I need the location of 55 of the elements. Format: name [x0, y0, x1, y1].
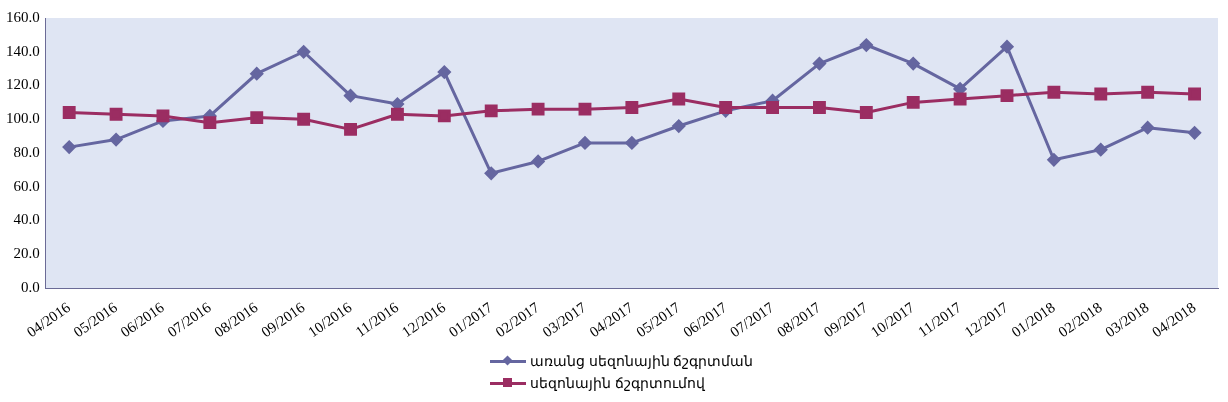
point	[250, 111, 264, 125]
point	[625, 101, 639, 114]
y-tick-label: 140.0	[6, 42, 40, 59]
point	[1094, 87, 1108, 101]
point	[672, 119, 686, 133]
point	[62, 106, 76, 119]
point	[578, 102, 592, 116]
point	[109, 133, 123, 147]
point	[812, 57, 826, 71]
point	[156, 109, 170, 123]
point	[437, 65, 451, 79]
point	[1188, 87, 1202, 101]
point	[906, 57, 920, 71]
point	[250, 67, 264, 81]
y-tick-label: 120.0	[6, 76, 40, 93]
legend-label: առանց սեզոնային ճշգրտման	[530, 352, 753, 370]
legend-label: սեզոնային ճշգրտումով	[530, 374, 705, 392]
y-tick-label: 160.0	[6, 8, 40, 25]
point	[484, 104, 498, 118]
y-tick-label: 80.0	[13, 143, 40, 160]
point	[1141, 121, 1155, 135]
point	[297, 112, 311, 126]
point	[625, 136, 639, 150]
point	[1047, 85, 1061, 99]
point	[906, 95, 920, 109]
y-tick-label: 0.0	[21, 278, 40, 295]
point	[1188, 126, 1202, 140]
point	[953, 92, 967, 106]
point	[344, 122, 357, 136]
point	[1094, 143, 1108, 157]
point	[203, 116, 217, 130]
point	[62, 140, 76, 154]
point	[531, 154, 545, 168]
point	[390, 107, 404, 121]
point	[484, 166, 498, 180]
point	[531, 102, 545, 116]
point	[766, 101, 779, 114]
point	[859, 106, 873, 119]
point	[1047, 153, 1061, 167]
point	[859, 38, 873, 52]
point	[297, 45, 311, 59]
y-tick-label: 20.0	[13, 245, 40, 262]
point	[1000, 40, 1014, 54]
point	[719, 101, 733, 114]
y-tick-label: 100.0	[6, 110, 40, 127]
point	[1141, 85, 1155, 99]
y-tick-label: 60.0	[13, 177, 40, 194]
y-tick-label: 40.0	[13, 211, 40, 228]
point	[1000, 89, 1014, 103]
point	[437, 109, 451, 123]
point	[109, 107, 123, 121]
point	[578, 136, 592, 150]
point	[812, 101, 826, 114]
point	[672, 92, 686, 106]
point	[344, 89, 358, 103]
